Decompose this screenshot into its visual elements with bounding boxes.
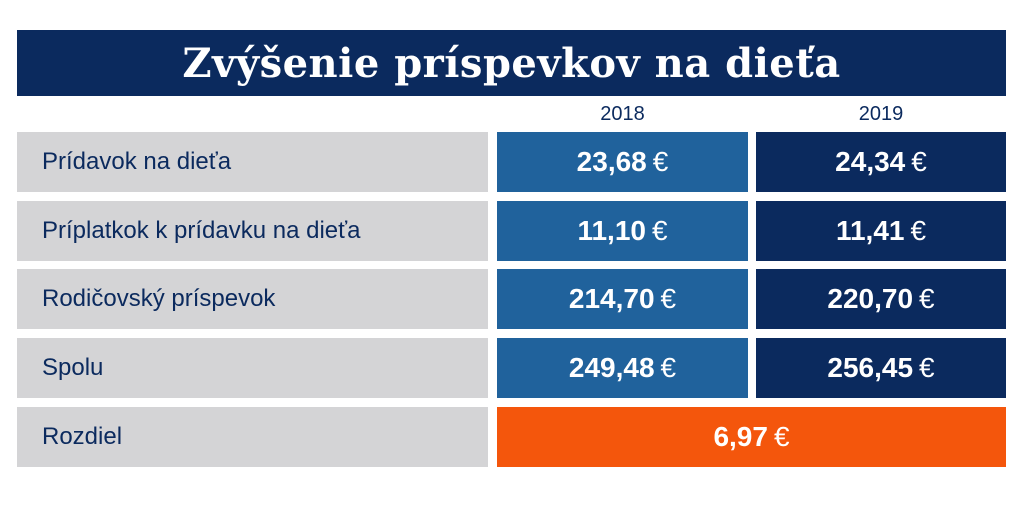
value-2019-text: 24,34 [835,146,906,177]
row-label-text: Príplatkok k prídavku na dieťa [42,217,361,244]
euro-symbol: € [773,421,790,452]
euro-symbol: € [660,352,677,383]
value-2018: 249,48 € [497,338,748,398]
value-2019-text: 11,41 [835,215,905,246]
euro-symbol: € [911,146,927,177]
value-2018-text: 214,70 [568,283,655,314]
value-2019-text: 220,70 [827,283,914,314]
value-2018: 214,70 € [497,269,748,329]
row-label-text: Spolu [42,354,104,381]
difference-value-text: 6,97 [713,421,768,452]
row-label-difference-text: Rozdiel [42,423,123,450]
difference-value: 6,97 € [497,407,1006,467]
value-2018-text: 249,48 [568,352,655,383]
euro-symbol: € [910,215,927,246]
value-2019: 24,34 € [756,132,1006,192]
column-header-2019: 2019 [858,103,904,125]
euro-symbol: € [652,146,669,177]
euro-symbol: € [660,283,677,314]
chart-title: Zvýšenie príspevkov na dieťa [182,39,841,87]
row-label: Rodičovský príspevok [17,269,488,329]
euro-symbol: € [651,215,668,246]
value-2019-text: 256,45 [827,352,914,383]
row-label: Príplatkok k prídavku na dieťa [17,201,488,261]
column-header-2018: 2018 [600,103,645,125]
value-2018-text: 11,10 [577,215,646,246]
row-label-text: Rodičovský príspevok [42,285,276,312]
title-bar: Zvýšenie príspevkov na dieťa [17,30,1006,96]
euro-symbol: € [919,283,935,314]
row-label-text: Prídavok na dieťa [42,148,232,175]
value-2019: 256,45 € [756,338,1006,398]
row-label: Spolu [17,338,488,398]
row-label: Prídavok na dieťa [17,132,488,192]
value-2018: 11,10 € [497,201,748,261]
value-2019: 220,70 € [756,269,1006,329]
euro-symbol: € [919,352,935,383]
value-2019: 11,41 € [756,201,1006,261]
value-2018-text: 23,68 [576,146,647,177]
value-2018: 23,68 € [497,132,748,192]
row-label-difference: Rozdiel [17,407,488,467]
